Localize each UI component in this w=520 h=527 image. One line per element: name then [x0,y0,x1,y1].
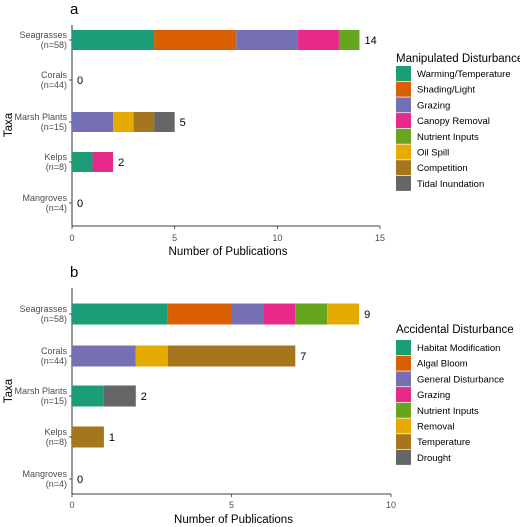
bar-segment [72,303,168,325]
legend-swatch [396,175,411,191]
legend: Manipulated Disturbance Warming/Temperatu… [396,53,520,191]
bar-segment [72,345,136,367]
x-tick-label: 10 [386,500,396,510]
legend-label: Competition [417,163,468,174]
legend-label: Algal Bloom [417,359,468,370]
legend-swatch [396,66,411,81]
legend-label: Removal [417,422,455,433]
bar-total-label: 0 [77,75,83,87]
bar-segment [103,385,136,407]
y-tick-label: Mangroves (n=4) [22,469,67,489]
bar-total-label: 5 [180,117,186,129]
legend-label: Warming/Temperature [417,69,511,80]
legend-swatch [396,128,411,144]
chart-panel-a: a 0 5 10 15 Seagrasses (n=58) Corals (n=44) Marsh… [3,1,520,258]
bar-total-label: 9 [364,309,370,321]
bar-segment [113,112,134,132]
x-axis-title: Number of Publications [174,514,293,526]
x-tick-label: 0 [69,500,74,510]
bar-segment [167,303,232,325]
x-tick-label: 5 [229,500,234,510]
x-tick-label: 10 [272,233,282,243]
bar-segment [72,152,93,172]
y-axis-title: Taxa [3,378,15,403]
legend-swatch [396,418,411,434]
legend-label: Grazing [417,100,450,111]
bar-segment [72,385,104,407]
legend-label: Tidal Inundation [417,179,484,190]
y-tick-label: Seagrasses (n=58) [19,304,67,324]
legend-swatch [396,355,411,371]
panel-letter: b [70,264,78,281]
y-tick-label: Kelps (n=8) [44,427,67,447]
bar-segment [72,30,155,50]
legend-swatch [396,371,411,387]
bar-segment [154,112,175,132]
x-tick-label: 5 [172,233,177,243]
legend-swatch [396,144,411,160]
bar-total-label: 2 [141,391,147,403]
bar-segment [135,345,168,367]
y-tick-label: Mangroves (n=4) [22,193,67,213]
x-axis-title: Number of Publications [169,246,288,258]
y-tick-label: Seagrasses (n=58) [19,30,67,50]
legend-label: Temperature [417,437,470,448]
panel-letter: a [70,1,79,18]
legend-label: Habitat Modification [417,343,500,354]
x-tick-label: 15 [375,233,385,243]
bar-total-label: 0 [77,198,83,210]
legend-title: Manipulated Disturbance [396,53,520,65]
bar-segment [263,303,296,325]
legend-swatch [396,81,411,97]
y-tick-label: Corals (n=44) [41,70,68,90]
legend-label: Nutrient Inputs [417,406,479,417]
bar-segment [297,30,339,50]
bar-segment [295,303,328,325]
y-axis-title: Taxa [3,112,15,137]
legend-title: Accidental Disturbance [396,324,514,336]
legend-label: Grazing [417,390,450,401]
bar-segment [92,152,114,172]
legend-swatch [396,160,411,176]
bar-total-label: 0 [77,474,83,486]
bar-segment [133,112,155,132]
legend-label: Drought [417,453,451,464]
legend-swatch [396,402,411,418]
legend-swatch [396,97,411,113]
legend-swatch [396,113,411,129]
y-tick-label: Marsh Plants (n=15) [14,386,67,406]
x-tick-label: 0 [69,233,74,243]
legend: Accidental Disturbance Habitat Modificati… [396,324,514,465]
bar-total-label: 7 [300,351,306,363]
y-tick-label: Marsh Plants (n=15) [14,112,67,132]
bar-segment [338,30,360,50]
legend-swatch [396,434,411,450]
legend-swatch [396,449,411,465]
y-tick-label: Corals (n=44) [41,346,68,366]
bar-total-label: 1 [109,432,115,444]
bar-segment [236,30,298,50]
bar-segment [72,426,104,448]
bar-total-label: 2 [118,157,124,169]
legend-label: Canopy Removal [417,116,490,127]
bar-segment [327,303,360,325]
legend-label: Shading/Light [417,85,475,96]
legend-swatch [396,387,411,403]
legend-label: Nutrient Inputs [417,132,479,143]
bar-total-label: 14 [364,35,376,47]
bar-segment [167,345,296,367]
legend-swatch [396,340,411,355]
bar-segment [72,112,114,132]
legend-label: General Disturbance [417,374,504,385]
legend-label: Oil Spill [417,148,449,159]
bar-segment [231,303,264,325]
bar-segment [154,30,237,50]
y-tick-label: Kelps (n=8) [44,152,67,172]
